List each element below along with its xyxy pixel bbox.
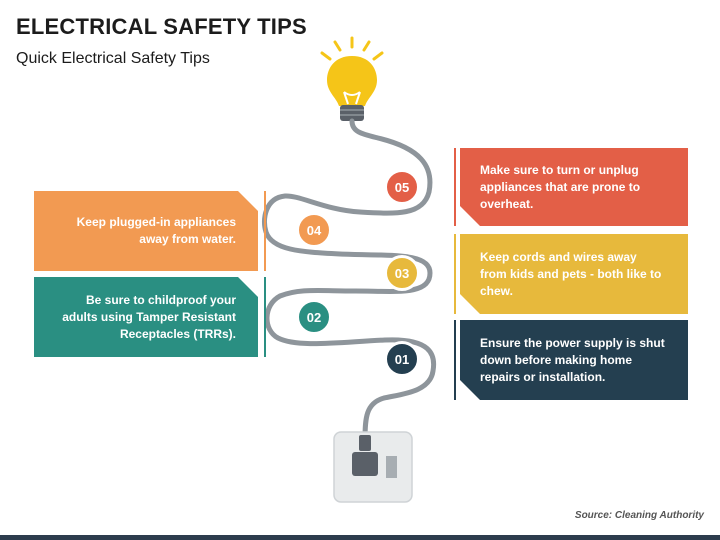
step-badge-01: 01 — [384, 341, 420, 377]
accent-bar-05 — [454, 148, 456, 226]
tip-text-02: Be sure to childproof your adults using … — [62, 292, 236, 341]
light-bulb-icon — [320, 36, 384, 121]
accent-bar-03 — [454, 234, 456, 314]
step-badge-03: 03 — [384, 255, 420, 291]
accent-bar-04 — [264, 191, 266, 271]
power-cord — [261, 118, 437, 443]
accent-bar-01 — [454, 320, 456, 400]
tip-card-04: Keep plugged-in appliances away from wat… — [34, 191, 258, 271]
tip-text-04: Keep plugged-in appliances away from wat… — [76, 215, 236, 246]
tip-card-03: Keep cords and wires away from kids and … — [460, 234, 688, 314]
tip-text-03: Keep cords and wires away from kids and … — [480, 249, 662, 298]
tip-card-01: Ensure the power supply is shut down bef… — [460, 320, 688, 400]
step-badge-02: 02 — [296, 299, 332, 335]
tip-card-05: Make sure to turn or unplug appliances t… — [460, 148, 688, 226]
page-subtitle: Quick Electrical Safety Tips — [16, 50, 210, 67]
plug-icon — [352, 435, 378, 476]
page-title: ELECTRICAL SAFETY TIPS — [16, 14, 307, 39]
source-note: Source: Cleaning Authority — [574, 510, 704, 521]
footer-bar — [0, 535, 720, 540]
step-badge-05: 05 — [384, 169, 420, 205]
tip-text-01: Ensure the power supply is shut down bef… — [480, 335, 665, 384]
step-badge-04: 04 — [296, 212, 332, 248]
tip-card-02: Be sure to childproof your adults using … — [34, 277, 258, 357]
accent-bar-02 — [264, 277, 266, 357]
tip-text-05: Make sure to turn or unplug appliances t… — [480, 162, 641, 211]
